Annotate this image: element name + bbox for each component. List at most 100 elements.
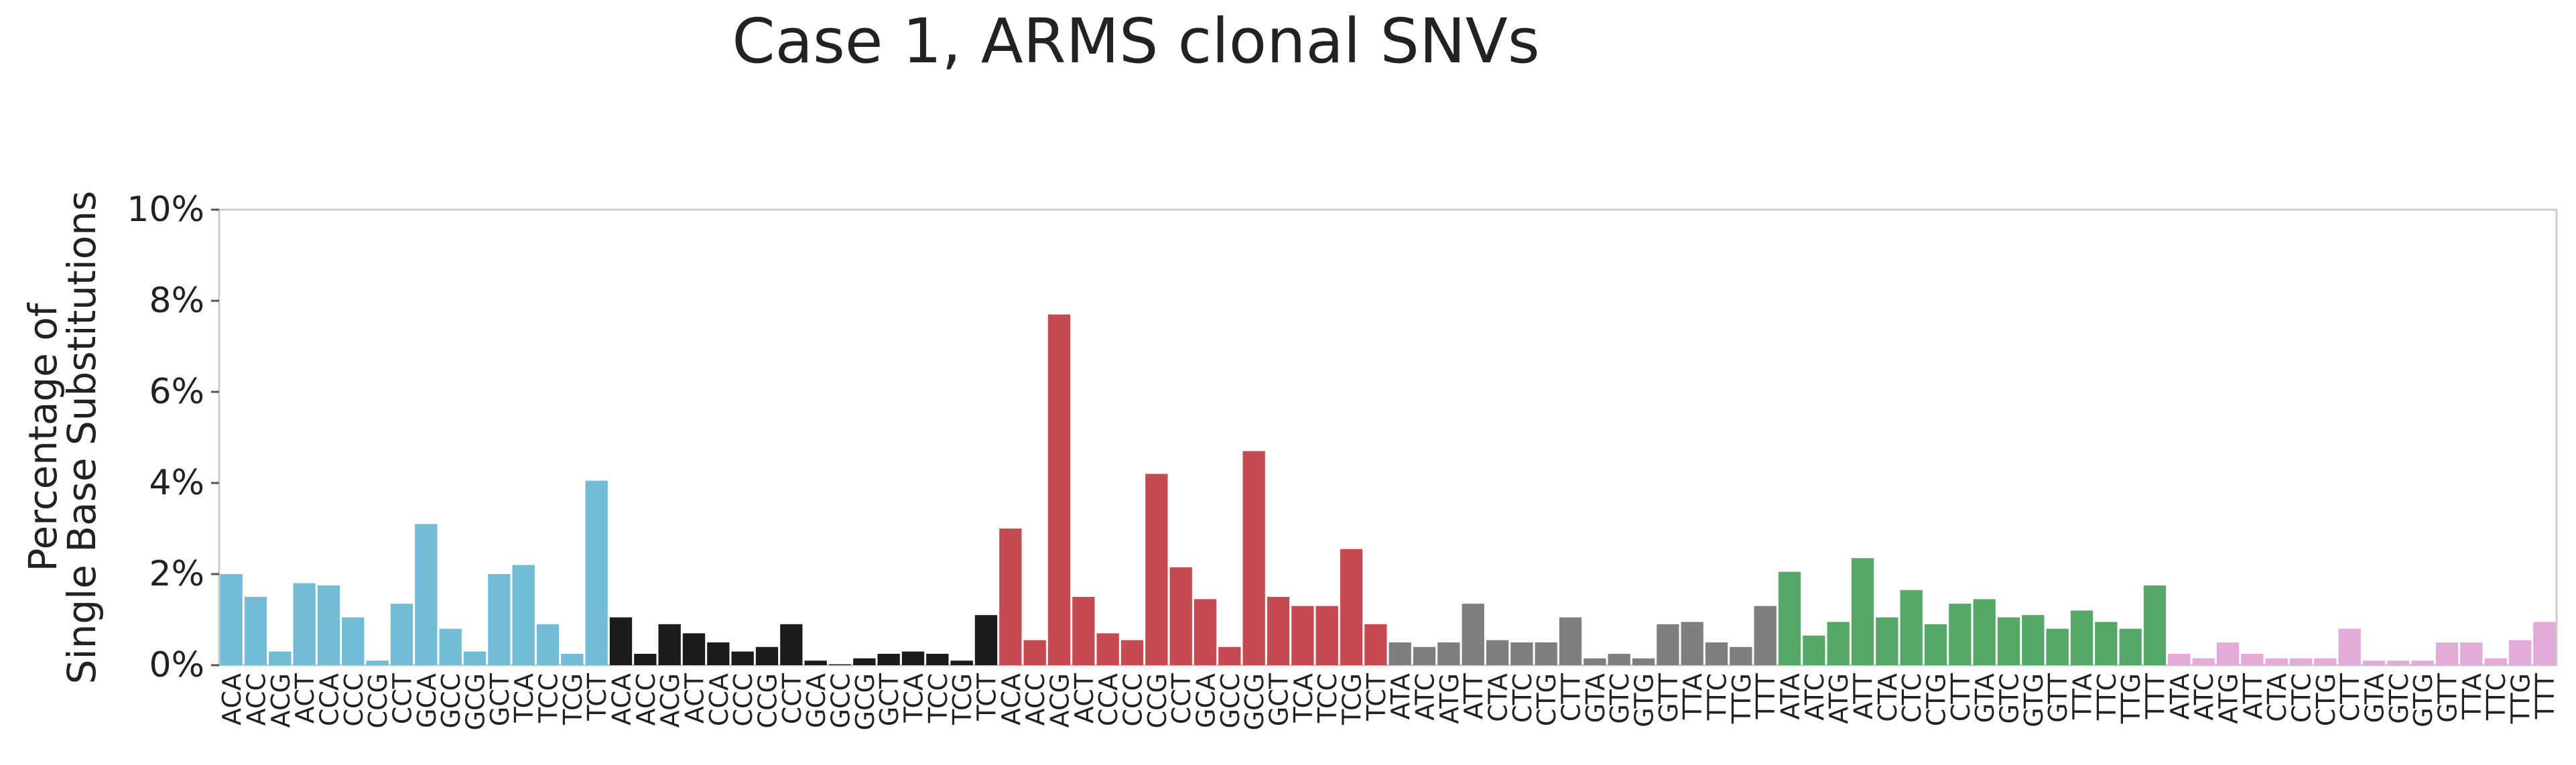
x-tick-label: GCT [485,673,515,726]
x-tick-label: CTC [2287,673,2317,723]
bar-ctg-group-6 [2314,658,2337,665]
bar-gtt-group-5 [2046,628,2069,665]
x-tick-label: TCG [558,673,588,725]
bar-gca-group-3 [1194,599,1217,665]
bar-aca-group-3 [999,529,1022,665]
bar-tcg-group-3 [1340,549,1363,665]
bar-tca-group-1 [512,565,535,665]
bar-gcg-group-3 [1242,451,1265,665]
bar-ata-group-4 [1389,642,1411,665]
x-tick-label: GCA [412,673,442,728]
bar-atg-group-5 [1827,622,1850,665]
bar-gcg-group-2 [853,658,876,665]
x-tick-label: CCG [363,673,393,729]
x-tick-label: ACG [1045,673,1075,727]
bar-gtc-group-4 [1608,654,1630,665]
bar-acg-group-2 [658,624,681,665]
bar-ctt-group-4 [1559,617,1582,665]
x-tick-label: TCA [899,673,929,723]
x-tick-label: TTA [2068,673,2098,720]
plot-area-border [218,208,2558,667]
bar-tta-group-4 [1681,622,1703,665]
x-tick-label: ATT [1459,673,1488,719]
bar-atg-group-4 [1437,642,1460,665]
y-tick-label: 4% [149,463,205,503]
x-tick-label: GTC [1995,673,2024,724]
x-tick-label: CCG [1143,673,1172,729]
bar-tct-group-3 [1364,624,1387,665]
x-tick-label: ATA [1386,673,1415,719]
bar-ctt-group-6 [2338,628,2361,665]
bar-act-group-1 [293,583,316,665]
x-tick-label: ATG [2214,673,2244,724]
x-tick-label: ACT [290,673,320,723]
y-axis-label: Percentage of [20,302,66,571]
bar-cta-group-5 [1876,617,1898,665]
x-tick-label: ACC [1021,673,1050,725]
bar-gct-group-1 [488,574,511,665]
bar-ccc-group-2 [731,651,754,665]
bar-atg-group-6 [2216,642,2240,665]
x-tick-label: ATG [1435,673,1464,724]
x-tick-label: ATT [1849,673,1878,719]
x-tick-label: TCT [582,673,612,721]
x-tick-label: GTT [2043,673,2073,723]
x-tick-label: GCG [461,673,491,730]
bar-tct-group-1 [585,480,608,665]
bar-act-group-2 [682,633,706,665]
x-tick-label: TCC [923,673,953,723]
x-tick-label: TTA [1678,673,1708,720]
x-tick-label: CTT [1557,673,1586,721]
x-tick-label: GTG [2019,673,2049,727]
x-tick-label: CCA [704,673,734,726]
x-tick-label: CTG [2311,673,2341,726]
x-tick-label: CCC [728,673,758,727]
x-tick-label: CCC [339,673,369,727]
bar-tca-group-2 [901,651,925,665]
bar-ttg-group-4 [1730,646,1752,665]
x-tick-label: ACG [266,673,296,727]
chart-title: Case 1, ARMS clonal SNVs [732,5,1539,77]
x-tick-label: CTT [1946,673,1976,721]
x-tick-label: ACA [217,673,247,725]
bar-atc-group-5 [1803,635,1825,665]
bar-acc-group-2 [634,654,657,665]
bar-gtg-group-5 [2022,615,2045,665]
bar-cca-group-3 [1096,633,1119,665]
x-tick-label: ACA [607,673,637,725]
bar-ttc-group-5 [2095,622,2118,665]
bar-ctc-group-4 [1510,642,1533,665]
x-tick-label: ATC [1411,673,1440,721]
bars [220,314,2556,665]
bar-gcc-group-3 [1218,646,1241,665]
bar-aca-group-1 [220,574,243,665]
x-tick-label: GTA [1970,673,2000,723]
x-tick-label: CTC [1897,673,1927,723]
bar-ttt-group-4 [1754,606,1777,665]
y-tick-label: 6% [149,372,205,412]
x-tick-label: GCC [436,673,466,729]
x-tick-label: TCG [948,673,977,725]
bar-tta-group-5 [2070,610,2094,665]
bar-gtt-group-6 [2435,642,2459,665]
x-tick-label: GCA [1192,673,1221,728]
bar-acc-group-1 [244,597,267,665]
x-tick-label: GCT [1265,673,1294,726]
x-tick-label: CCT [388,673,417,724]
bar-ctg-group-5 [1924,624,1947,665]
bar-ccg-group-1 [366,660,389,665]
bar-ttg-group-6 [2508,640,2532,665]
x-tick-label: TCT [972,673,1002,721]
x-tick-label: ATC [1800,673,1829,721]
x-tick-label: GCT [875,673,904,726]
x-tick-label: GCA [801,673,831,728]
bar-ctt-group-5 [1949,604,1972,665]
x-tick-label: CTG [1922,673,1951,726]
x-tick-label: TTC [2482,673,2511,721]
bar-ttt-group-5 [2143,585,2167,665]
x-tick-label: GTT [2433,673,2463,723]
x-tick-label: GTG [2408,673,2438,727]
x-tick-label: ACT [680,673,710,723]
x-tick-label: TCA [509,673,539,723]
